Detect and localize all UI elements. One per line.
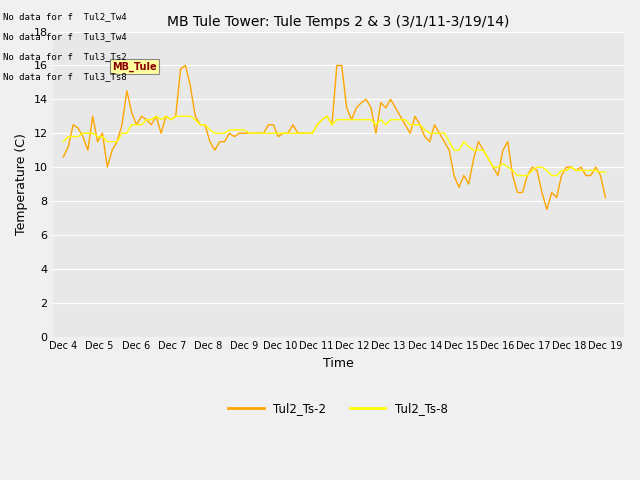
Text: No data for f  Tul3_Tw4: No data for f Tul3_Tw4 (3, 32, 127, 41)
X-axis label: Time: Time (323, 357, 353, 370)
Text: MB_Tule: MB_Tule (112, 61, 157, 72)
Text: No data for f  Tul3_Ts8: No data for f Tul3_Ts8 (3, 72, 127, 82)
Y-axis label: Temperature (C): Temperature (C) (15, 133, 28, 235)
Text: No data for f  Tul2_Tw4: No data for f Tul2_Tw4 (3, 12, 127, 21)
Text: No data for f  Tul3_Ts2: No data for f Tul3_Ts2 (3, 52, 127, 61)
Title: MB Tule Tower: Tule Temps 2 & 3 (3/1/11-3/19/14): MB Tule Tower: Tule Temps 2 & 3 (3/1/11-… (167, 15, 509, 29)
Legend: Tul2_Ts-2, Tul2_Ts-8: Tul2_Ts-2, Tul2_Ts-8 (224, 397, 452, 420)
